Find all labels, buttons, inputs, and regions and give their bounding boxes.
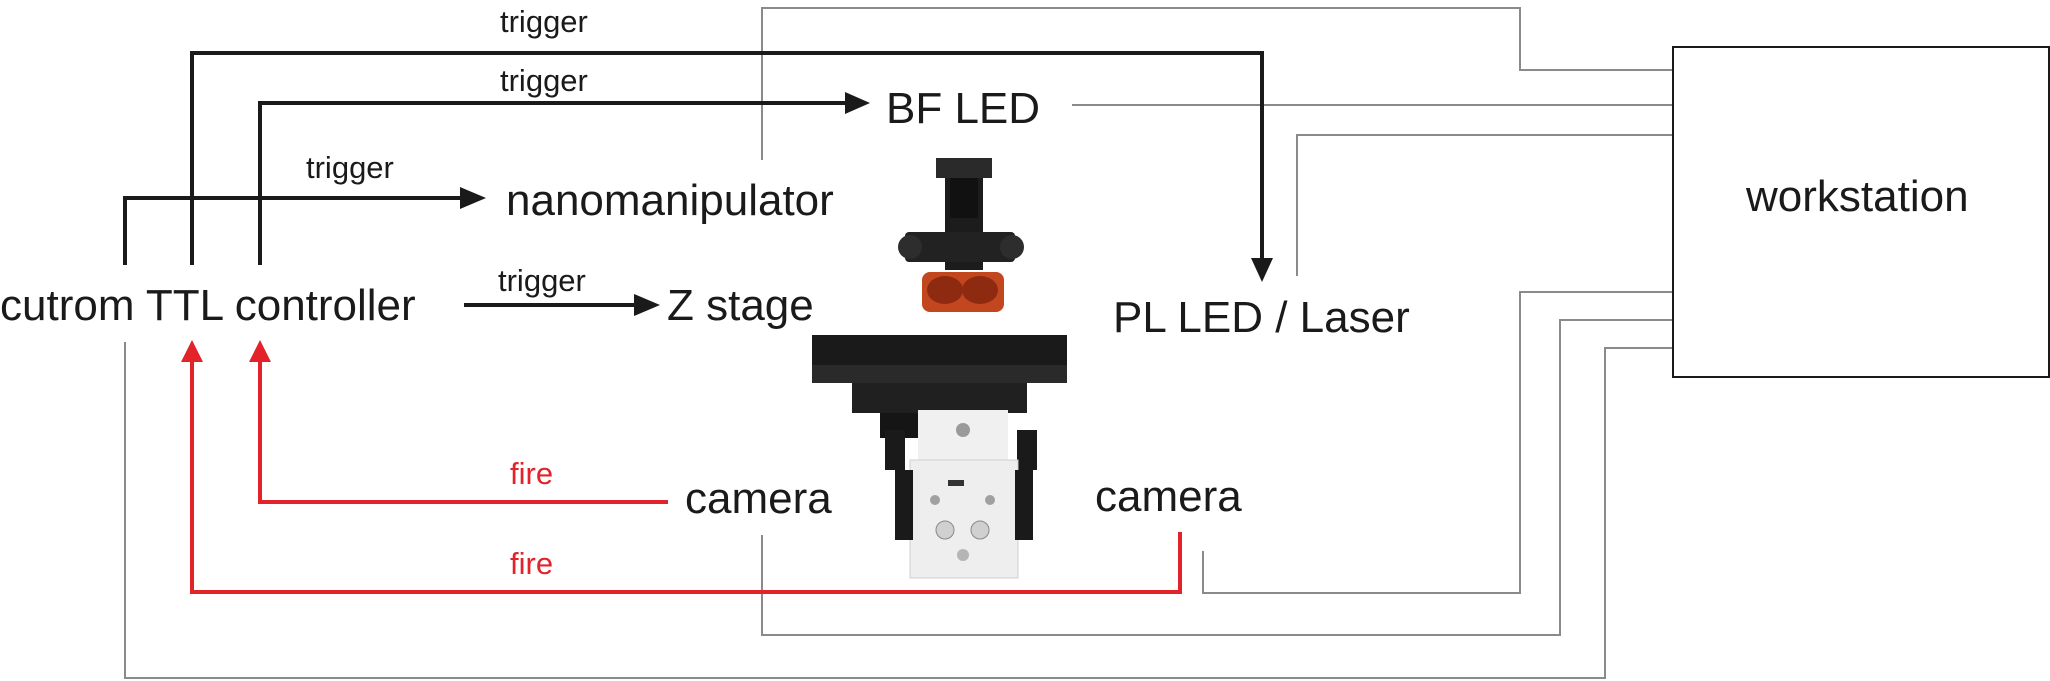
line-plled-workstation <box>1296 134 1673 276</box>
data-connections <box>124 7 1673 679</box>
workstation-box <box>1672 46 2050 378</box>
camera-left-label: camera <box>685 474 832 523</box>
arrow-head-bf <box>845 92 870 114</box>
line-nanomanipulator-workstation <box>761 7 1673 160</box>
pl-led-laser-label: PL LED / Laser <box>1113 293 1410 342</box>
trigger-connections <box>123 51 1273 316</box>
bf-led-label: BF LED <box>886 84 1040 133</box>
camera-right-label: camera <box>1095 472 1242 521</box>
line-controller-workstation <box>124 342 1673 679</box>
z-stage-label: Z stage <box>667 281 814 330</box>
arrow-head-fire-right <box>181 340 203 362</box>
inverted-microscope-icon <box>812 158 1067 579</box>
line-camera-left-workstation <box>761 319 1673 636</box>
node-labels: cutrom TTL controller BF LED nanomanipul… <box>0 84 1969 523</box>
fire-line-right <box>190 360 1182 594</box>
trigger-line-nano <box>123 196 462 265</box>
trigger-label-z: trigger <box>498 263 586 298</box>
fire-label-left: fire <box>510 456 553 491</box>
controller-label: cutrom TTL controller <box>0 281 416 330</box>
workstation-label: workstation <box>1745 172 1969 221</box>
arrow-head-nano <box>460 187 486 209</box>
trigger-label-bf: trigger <box>500 63 588 98</box>
fire-connections <box>181 340 1182 594</box>
arrow-head-fire-left <box>249 340 271 362</box>
fire-label-right: fire <box>510 546 553 581</box>
trigger-line-bf <box>258 101 848 265</box>
trigger-label-pl: trigger <box>500 4 588 39</box>
arrow-head-z <box>634 294 660 316</box>
arrow-head-pl <box>1251 258 1273 282</box>
edge-labels: trigger trigger trigger trigger fire fir… <box>306 4 588 581</box>
line-camera-right-workstation <box>1202 291 1673 594</box>
fire-line-left <box>258 360 668 504</box>
trigger-line-pl <box>190 51 1264 270</box>
trigger-label-nano: trigger <box>306 150 394 185</box>
nanomanipulator-label: nanomanipulator <box>506 176 834 225</box>
